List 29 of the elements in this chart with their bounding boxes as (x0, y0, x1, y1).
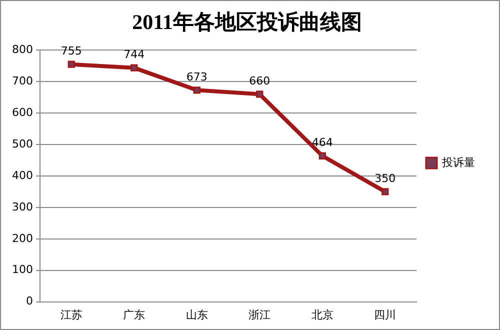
x-tick-label: 江苏 (60, 308, 82, 322)
point (130, 64, 138, 72)
x-tick-label: 浙江 (248, 308, 271, 322)
y-tick-label: 600 (12, 106, 33, 119)
point (256, 90, 264, 98)
point (193, 86, 200, 94)
point (382, 188, 389, 196)
chart-title: 2011年各地区投诉曲线图 (132, 10, 362, 34)
y-tick-label: 800 (12, 43, 33, 56)
data-label: 755 (60, 44, 82, 58)
legend-label: 投诉量 (441, 156, 475, 169)
y-tick-label: 700 (12, 74, 33, 88)
y-tick-label: 100 (12, 263, 33, 276)
data-label: 350 (374, 172, 396, 186)
x-tick-label: 北京 (311, 308, 334, 322)
point (68, 60, 75, 68)
x-tick-label: 广东 (123, 308, 146, 322)
y-tick-label: 300 (12, 200, 33, 214)
data-label: 744 (124, 48, 145, 62)
y-tick-label: 500 (12, 137, 33, 150)
data-label: 673 (186, 70, 208, 84)
y-tick-label: 0 (26, 294, 33, 308)
point (318, 152, 326, 160)
data-label: 660 (249, 74, 270, 88)
x-tick-label: 山东 (186, 308, 208, 322)
y-tick-label: 200 (12, 232, 33, 245)
data-label: 464 (312, 136, 333, 150)
y-tick-label: 400 (12, 168, 33, 182)
x-tick-label: 四川 (374, 308, 396, 322)
